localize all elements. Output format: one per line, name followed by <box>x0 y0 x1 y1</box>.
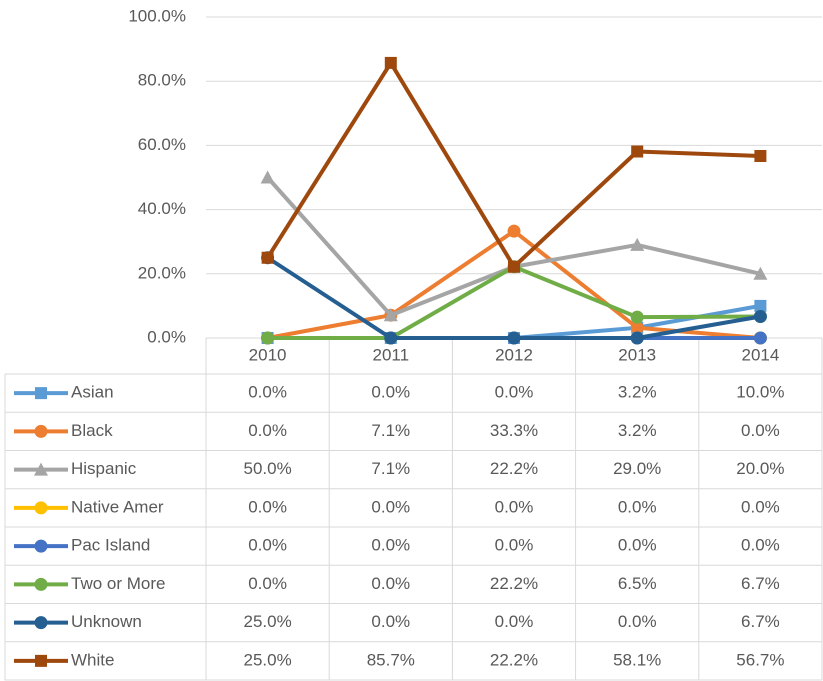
table-cell: 10.0% <box>736 383 784 402</box>
data-point <box>630 310 644 324</box>
y-tick-label: 0.0% <box>147 327 186 346</box>
table-cell: 7.1% <box>371 421 410 440</box>
table-cell: 0.0% <box>741 497 780 516</box>
table-cell: 50.0% <box>243 459 291 478</box>
table-cell: 0.0% <box>371 497 410 516</box>
table-cell: 6.7% <box>741 574 780 593</box>
table-cell: 0.0% <box>618 536 657 555</box>
series-line <box>266 176 761 318</box>
data-point <box>630 321 644 335</box>
table-cell: 22.2% <box>490 459 538 478</box>
data-point <box>508 260 520 273</box>
table-cell: 0.0% <box>741 421 780 440</box>
table-cell: 22.2% <box>490 574 538 593</box>
series-line <box>267 264 761 340</box>
table-cell: 85.7% <box>367 650 415 669</box>
table-cell: 0.0% <box>248 383 287 402</box>
data-point <box>754 299 767 312</box>
data-point <box>384 56 397 69</box>
data-point <box>507 224 521 238</box>
data-point <box>753 266 768 280</box>
y-tick-label: 60.0% <box>138 135 186 154</box>
table-cell: 3.2% <box>618 421 657 440</box>
y-tick-label: 40.0% <box>138 199 186 218</box>
table-cell: 6.7% <box>741 612 780 631</box>
legend-marker <box>34 424 48 438</box>
table-cell: 0.0% <box>371 383 410 402</box>
table-cell: 0.0% <box>495 536 534 555</box>
legend-marker <box>34 501 48 515</box>
legend-marker <box>34 577 48 591</box>
data-point <box>260 170 275 184</box>
table-cell: 33.3% <box>490 421 538 440</box>
legend-label: Black <box>71 421 113 440</box>
data-point <box>507 331 521 345</box>
table-cell: 0.0% <box>248 421 287 440</box>
legend-marker <box>34 616 48 630</box>
table-cell: 0.0% <box>618 612 657 631</box>
table-cell: 6.5% <box>618 574 657 593</box>
table-cell: 0.0% <box>248 536 287 555</box>
x-tick-label: 2011 <box>373 345 410 364</box>
table-cell: 25.0% <box>243 650 291 669</box>
y-tick-label: 20.0% <box>138 263 186 282</box>
data-point <box>631 145 644 158</box>
table-cell: 20.0% <box>736 459 784 478</box>
legend-marker <box>34 462 48 476</box>
table-cell: 3.2% <box>618 383 657 402</box>
table-cell: 0.0% <box>371 612 410 631</box>
x-tick-label: 2013 <box>618 345 656 364</box>
data-point <box>753 309 767 323</box>
table-cell: 0.0% <box>495 497 534 516</box>
legend-label: Pac Island <box>71 536 150 555</box>
data-point <box>630 331 644 345</box>
legend-label: Unknown <box>71 612 142 631</box>
x-tick-label: 2014 <box>741 345 779 364</box>
table-cell: 58.1% <box>613 650 661 669</box>
table-cell: 0.0% <box>371 574 410 593</box>
series-line <box>267 229 761 340</box>
table-cell: 0.0% <box>741 536 780 555</box>
table-cell: 0.0% <box>248 574 287 593</box>
data-point <box>754 149 767 162</box>
table-cell: 25.0% <box>243 612 291 631</box>
data-point <box>261 251 274 264</box>
table-cell: 0.0% <box>248 497 287 516</box>
table-cell: 0.0% <box>618 497 657 516</box>
table-cell: 7.1% <box>371 459 410 478</box>
data-point <box>383 308 398 322</box>
table-cell: 56.7% <box>736 650 784 669</box>
y-tick-label: 80.0% <box>138 71 186 90</box>
legend-label: Native Amer <box>71 497 164 516</box>
table-cell: 0.0% <box>495 612 534 631</box>
table-cell: 0.0% <box>371 536 410 555</box>
legend-label: Hispanic <box>71 459 137 478</box>
table-cell: 0.0% <box>495 383 534 402</box>
x-tick-label: 2010 <box>249 345 287 364</box>
legend-marker <box>34 539 48 553</box>
legend-label: Two or More <box>71 574 165 593</box>
x-tick-label: 2012 <box>495 345 533 364</box>
legend-label: White <box>71 650 114 669</box>
data-point <box>630 237 645 251</box>
table-cell: 22.2% <box>490 650 538 669</box>
y-tick-label: 100.0% <box>128 6 186 25</box>
legend-marker <box>35 654 47 667</box>
data-point <box>261 331 275 345</box>
table-cell: 29.0% <box>613 459 661 478</box>
data-point <box>753 331 767 345</box>
data-point <box>384 331 398 345</box>
legend-marker <box>35 387 47 400</box>
legend-label: Asian <box>71 383 114 402</box>
